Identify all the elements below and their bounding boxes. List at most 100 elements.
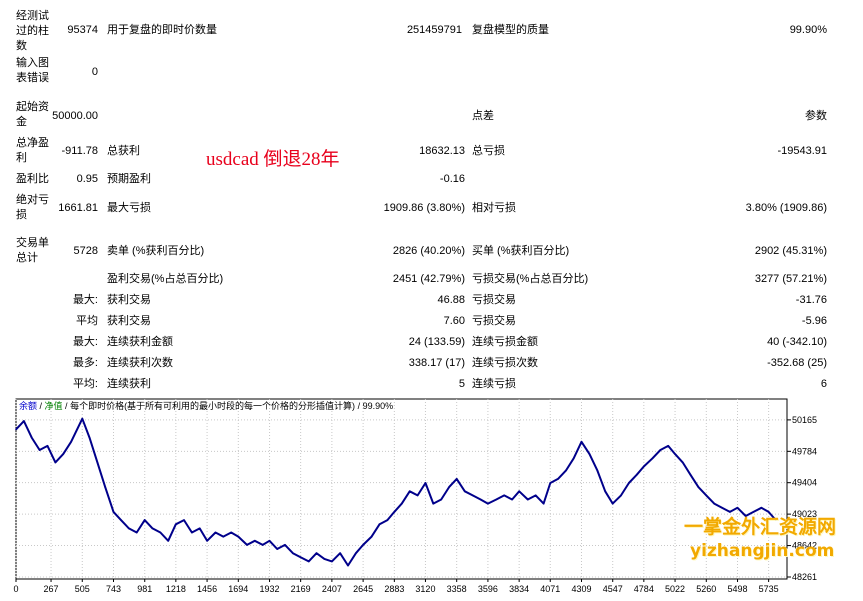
balance-point [386, 519, 389, 521]
watermark-cn: 一掌金外汇资源网 [684, 516, 837, 538]
balance-point [362, 544, 364, 546]
quality-value: 99.90% [789, 24, 827, 36]
average-consecutive-wins-value: 5 [458, 378, 465, 390]
maximal-consecutive-profit-label: 连续获利次数 [107, 357, 173, 369]
ticks-value: 251459791 [406, 24, 462, 36]
y-tick-label: 49404 [792, 478, 817, 488]
balance-point [292, 552, 294, 554]
gross-loss-value: -19543.91 [777, 145, 827, 157]
long-positions-value: 2902 (45.31%) [754, 245, 827, 257]
total-trades-label: 交易单总计 [16, 237, 49, 264]
balance-point [464, 490, 466, 493]
balance-point [393, 511, 396, 513]
balance-point [721, 507, 723, 509]
balance-point [643, 465, 645, 468]
balance-point [635, 474, 638, 476]
balance-point [744, 515, 747, 517]
x-tick-label: 743 [106, 584, 121, 594]
deposit-label: 起始资金 [16, 101, 49, 128]
balance-point [230, 531, 232, 534]
deposit-value: 50000.00 [52, 110, 98, 122]
absolute-drawdown-value: 1661.81 [58, 202, 98, 214]
balance-point [432, 502, 435, 505]
average-consecutive-losses-value: 6 [820, 378, 827, 390]
balance-point [38, 449, 41, 451]
balance-point [580, 441, 583, 443]
balance-point [307, 560, 310, 563]
balance-point [527, 498, 529, 501]
balance-point [370, 535, 373, 538]
balance-point [315, 552, 318, 554]
profit-trades-value: 2451 (42.79%) [392, 273, 465, 285]
balance-point [299, 556, 302, 559]
y-tick-label: 48642 [792, 541, 817, 551]
balance-point [96, 461, 99, 464]
short-positions-value: 2826 (40.20%) [392, 245, 465, 257]
x-tick-label: 1694 [228, 584, 248, 594]
balance-point [222, 535, 225, 538]
largest-prefix: 最大: [72, 294, 98, 306]
balance-point [128, 527, 130, 530]
balance-point [191, 531, 193, 534]
relative-drawdown-value: 3.80% (1909.86) [745, 202, 827, 214]
bars-tested-label: 经测试过的柱数 [16, 10, 49, 52]
x-tick-label: 5735 [759, 584, 779, 594]
long-positions-label: 买单 (%获利百分比) [472, 245, 570, 257]
largest-loss-value: -31.76 [795, 294, 827, 306]
x-tick-label: 4547 [603, 584, 623, 594]
balance-point [760, 507, 763, 509]
balance-point [455, 478, 458, 480]
max-consecutive-wins-label: 连续获利金额 [107, 336, 173, 348]
balance-point [70, 441, 72, 443]
balance-point [767, 511, 770, 513]
balance-point [681, 461, 684, 464]
balance-point [424, 482, 427, 484]
balance-point [23, 420, 25, 422]
balance-point [355, 552, 357, 554]
balance-point [518, 490, 520, 493]
balance-point [549, 482, 552, 484]
annotation-text: usdcad 倒退28年 [206, 149, 340, 170]
x-tick-label: 4784 [634, 584, 654, 594]
maximal-drawdown-value: 1909.86 (3.80%) [383, 202, 465, 214]
balance-point [198, 527, 201, 530]
balance-point [557, 478, 559, 480]
x-tick-label: 267 [44, 584, 59, 594]
short-positions-label: 卖单 (%获利百分比) [107, 245, 205, 257]
balance-point [651, 457, 654, 460]
balance-point [62, 453, 64, 455]
balance-point [565, 469, 567, 472]
y-tick-label: 49784 [792, 446, 817, 456]
profit-trades-label: 盈利交易(%占总百分比) [107, 273, 224, 285]
balance-point [611, 502, 614, 505]
x-tick-label: 1456 [197, 584, 217, 594]
legend-description: 每个即时价格(基于所有可利用的最小时段的每一个价格的分形插值计算) [70, 400, 355, 411]
errors-label: 输入图表错误 [16, 57, 49, 84]
gross-profit-value: 18632.13 [419, 145, 465, 157]
average-consecutive-losses-label: 连续亏损 [472, 378, 516, 390]
bars-tested-value: 95374 [67, 24, 98, 36]
x-tick-label: 4071 [540, 584, 560, 594]
balance-point [729, 511, 731, 513]
x-tick-label: 5260 [696, 584, 716, 594]
balance-point [246, 544, 248, 546]
loss-trades-value: 3277 (57.21%) [754, 273, 827, 285]
x-tick-label: 3358 [447, 584, 467, 594]
x-tick-label: 2883 [384, 584, 404, 594]
expected-payoff-label: 预期盈利 [107, 173, 151, 185]
average-prefix: 平均 [76, 315, 98, 327]
balance-point [104, 486, 106, 488]
maximal-consecutive-loss-label: 连续亏损次数 [472, 357, 538, 369]
balance-point [471, 494, 474, 497]
balance-point [511, 498, 513, 501]
maximum-prefix: 最大: [72, 336, 98, 348]
spread-label: 点差 [472, 110, 494, 122]
balance-point [135, 531, 138, 534]
balance-point [206, 540, 208, 542]
balance-point [408, 490, 411, 493]
balance-point [175, 523, 177, 526]
ticks-label: 用于复盘的即时价数量 [107, 24, 217, 36]
balance-point [159, 531, 162, 534]
balance-point [588, 453, 591, 455]
balance-point [705, 494, 708, 497]
